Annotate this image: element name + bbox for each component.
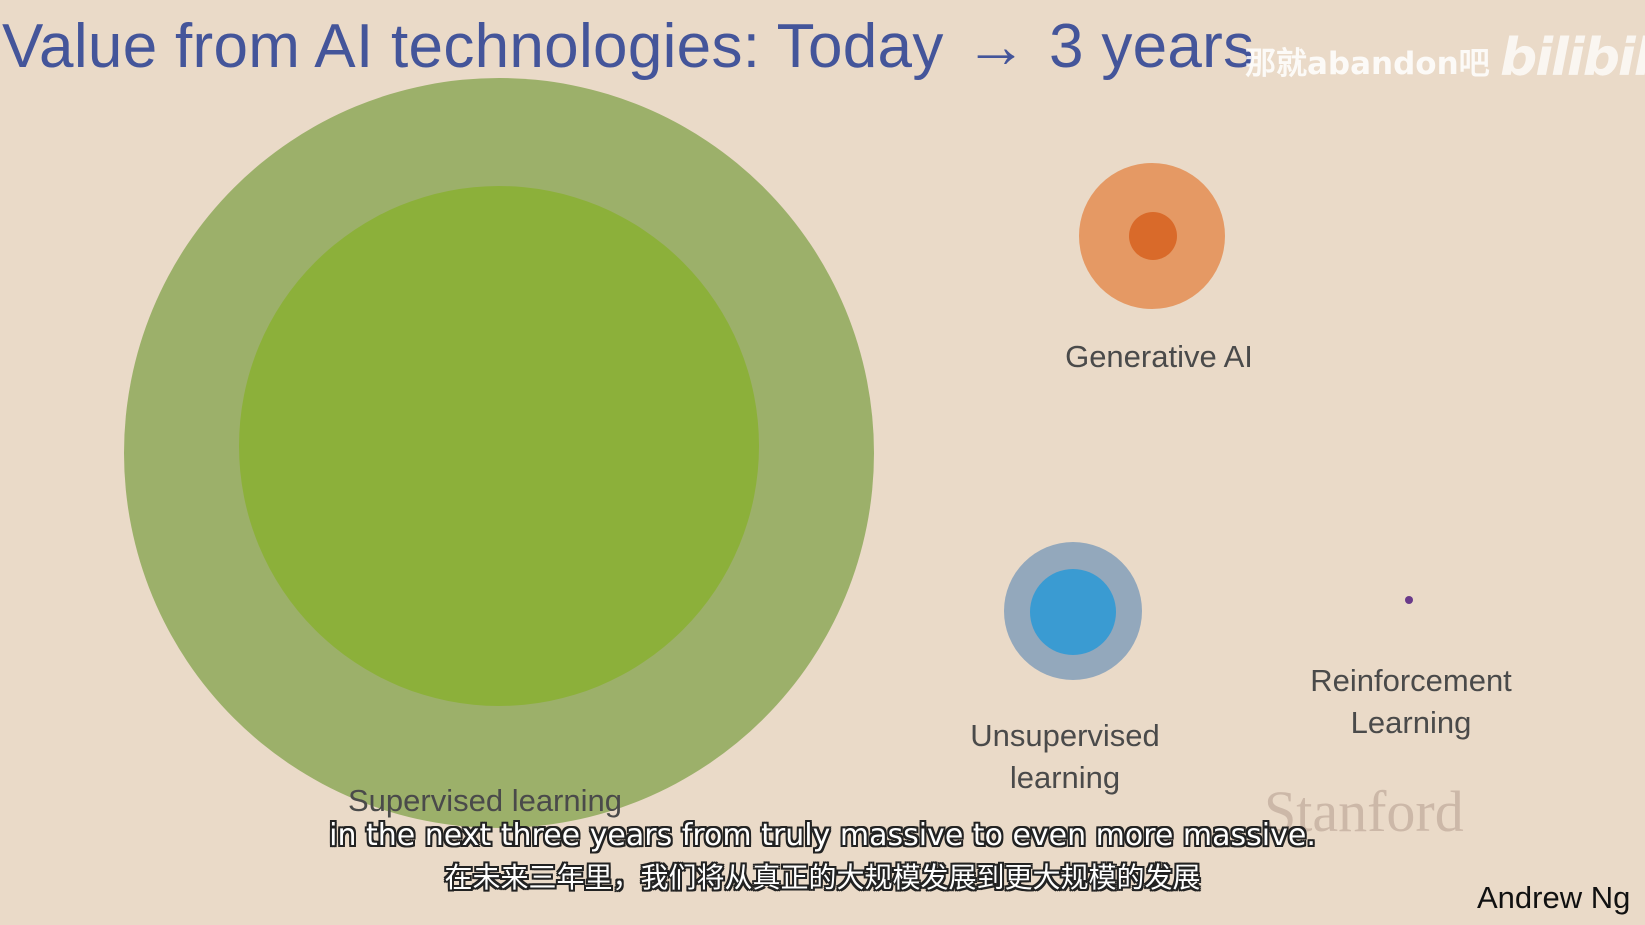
supervised-learning-inner-circle xyxy=(239,186,759,706)
supervised-learning-label: Supervised learning xyxy=(347,783,622,818)
channel-watermark: 那就abandon吧 xyxy=(1245,46,1490,82)
reinforcement-learning-dot xyxy=(1405,596,1413,604)
subtitle-chinese: 在未来三年里，我们将从真正的大规模发展到更大规模的发展 xyxy=(444,861,1201,894)
subtitle-english: in the next three years from truly massi… xyxy=(329,818,1316,853)
arrow-icon: → xyxy=(965,12,1028,81)
unsupervised-learning-label: Unsupervised learning xyxy=(970,718,1160,795)
title-main: Value from AI technologies: Today xyxy=(2,12,944,81)
title-suffix: 3 years xyxy=(1049,12,1255,81)
generative-ai-inner-circle xyxy=(1129,212,1177,260)
generative-ai-label: Generative AI xyxy=(1065,339,1253,374)
author-name: Andrew Ng xyxy=(1477,880,1631,915)
slide-title: Value from AI technologies: Today → 3 ye… xyxy=(2,8,1254,86)
bilibili-logo: bilibili xyxy=(1500,28,1645,88)
stanford-watermark: Stanford xyxy=(1264,779,1464,844)
reinforcement-learning-label: Reinforcement Learning xyxy=(1310,663,1512,740)
unsupervised-learning-inner-circle xyxy=(1030,569,1116,655)
